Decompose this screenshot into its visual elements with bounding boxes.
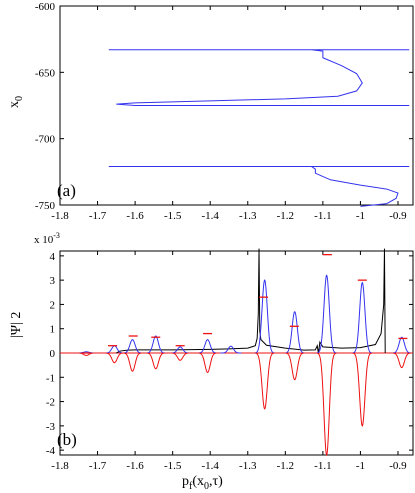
panel-a-y-axis-label: x0 [7,96,25,108]
b-x-tick-label: -1 [356,460,365,472]
b-x-tick-label: -1.1 [314,460,331,472]
a-x-tick-label: -1.6 [126,210,144,222]
panel-b-red-dip [169,352,191,361]
panel-b-red-dip [254,352,276,410]
panel-b-blue-peak [121,339,144,354]
panel-b-red-dip [391,352,413,369]
panel-b-red-dip [197,352,219,373]
panel-b-red-dip [145,352,167,370]
panel-b-blue-peak [284,311,306,354]
panel-a-x-ticks: -1.8 -1.7 -1.6 -1.5 -1.4 -1.3 -1.2 -1.1 -1 -0.9 [51,6,407,222]
panel-b-red-dip [351,352,373,427]
a-x-tick-label: -1.5 [164,210,182,222]
panel-b-exponent-label: x 10-3 [34,231,60,246]
b-x-tick-label: -1.8 [51,460,69,472]
a-x-tick-label: -1.4 [202,210,220,222]
panel-b-x-axis-label: pf(x0,τ) [182,474,223,492]
a-y-tick-label: -600 [35,1,56,13]
b-x-tick-label: -0.9 [389,460,407,472]
b-y-tick-label: 1 [50,324,56,336]
panel-b-y-axis-label: |Ψ| 2 [9,312,24,338]
a-x-tick-label: -1.7 [89,210,107,222]
b-x-tick-label: -1.6 [126,460,144,472]
panel-b-red-dip [316,352,338,457]
panel-b-label: (b) [57,430,77,449]
panel-b-blue-peak [254,279,276,354]
b-y-tick-label: 0 [50,348,56,360]
b-x-tick-label: -1.7 [89,460,107,472]
a-x-tick-label: -1 [356,210,365,222]
b-x-tick-label: -1.4 [202,460,220,472]
a-y-tick-label: -750 [35,200,56,212]
panel-a-curve-2 [108,166,410,207]
b-x-tick-label: -1.2 [277,460,294,472]
panel-a-frame [59,5,414,206]
panel-b-x-ticks: -1.8 -1.7 -1.6 -1.5 -1.4 -1.3 -1.2 -1.1 -1 -0.9 [51,251,407,472]
panel-b-red-dip [284,352,306,381]
panel-b-blue-peak [391,336,413,354]
a-x-tick-label: -1.3 [239,210,257,222]
panel-b-blue-peak [103,345,125,354]
b-y-tick-label: -4 [46,445,56,457]
panel-b-blue-peak [351,281,373,354]
panel-b-red-dip [121,352,143,372]
panel-b-red-dip [103,352,125,364]
panel-a-label: (a) [57,181,76,200]
b-y-tick-label: 2 [50,299,56,311]
panel-a-curves [108,49,410,207]
a-x-tick-label: -1.2 [277,210,294,222]
a-y-tick-label: -700 [35,134,56,146]
panel-b-blue-peak [316,274,338,354]
b-y-tick-label: 4 [50,251,56,263]
panel-b-y-ticks: 4 3 2 1 0 -1 -2 -3 -4 [46,251,413,457]
b-x-tick-label: -1.5 [164,460,182,472]
panel-b-blue-peak [220,345,242,354]
panel-b-blue-peak [145,335,167,354]
panel-b-curves [60,248,413,457]
a-x-tick-label: -1.8 [51,210,69,222]
a-x-tick-label: -0.9 [389,210,407,222]
panel-a-curve-1 [108,49,410,106]
panel-b-blue-peak [197,339,219,354]
b-y-tick-label: -3 [46,421,56,433]
panel-a: -1.8 -1.7 -1.6 -1.5 -1.4 -1.3 -1.2 -1.1 -1 -0.9 -… [7,1,414,222]
a-y-tick-label: -650 [35,67,56,79]
panel-b-red-dip [75,352,97,356]
panel-b-black-curve [116,248,386,354]
b-y-tick-label: 3 [50,275,56,287]
a-x-tick-label: -1.1 [314,210,331,222]
b-x-tick-label: -1.3 [239,460,257,472]
b-y-tick-label: -1 [46,372,55,384]
panel-a-y-ticks: -600 -650 -700 -750 [35,1,413,212]
panel-b: -1.8 -1.7 -1.6 -1.5 -1.4 -1.3 -1.2 -1.1 -1 -0.9 4… [9,231,414,492]
b-y-tick-label: -2 [46,397,55,409]
